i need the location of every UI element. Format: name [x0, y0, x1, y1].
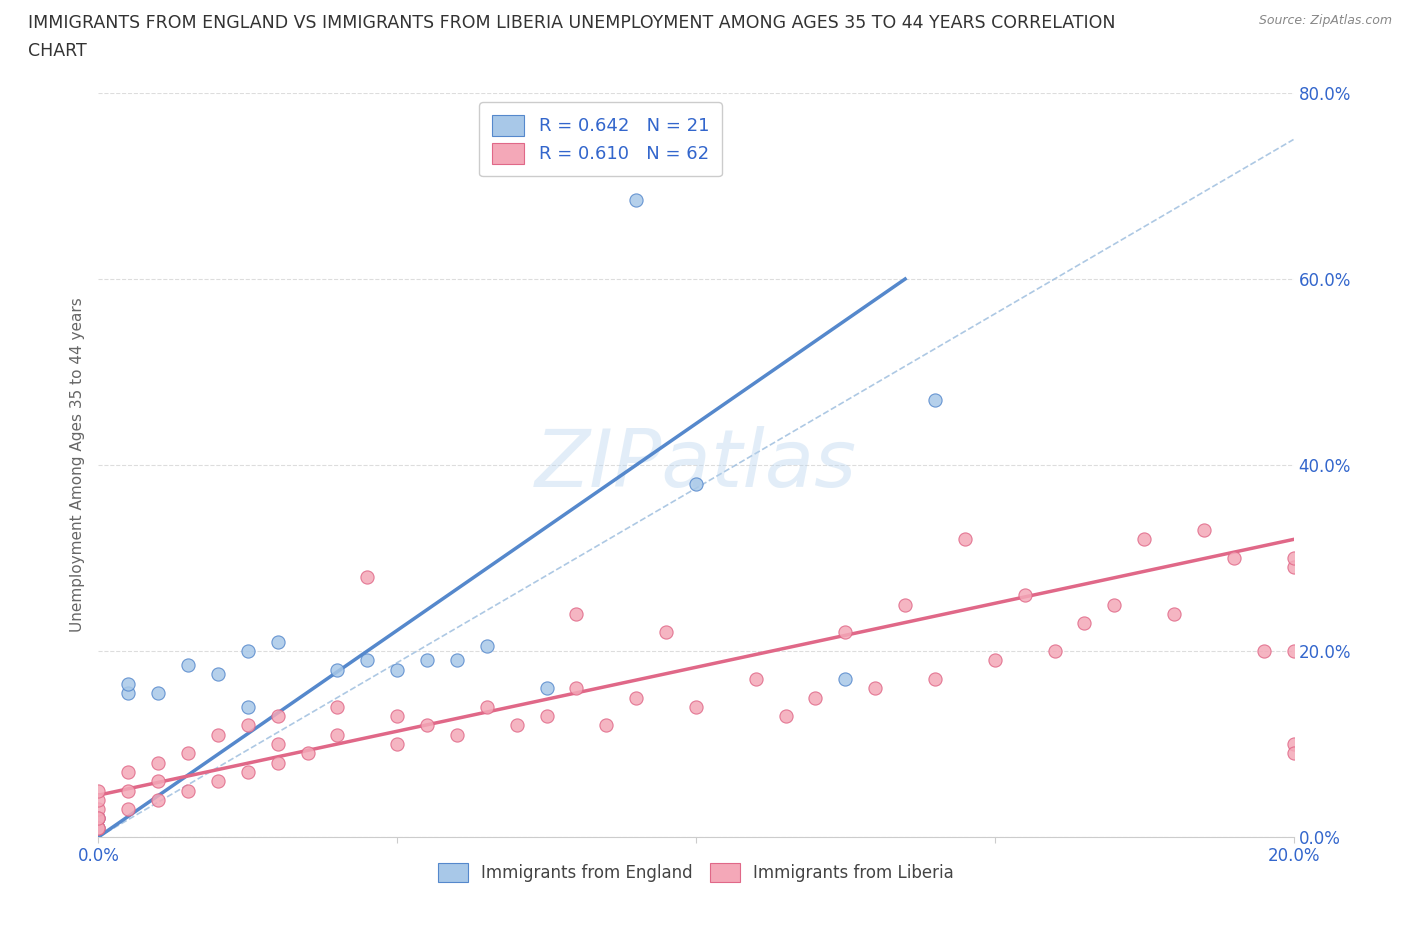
Point: [385, 662, 409, 677]
Point: [236, 718, 259, 733]
Point: [1282, 644, 1305, 658]
Point: [87, 802, 110, 817]
Point: [1253, 644, 1275, 658]
Point: [953, 532, 976, 547]
Point: [1282, 746, 1305, 761]
Point: [87, 792, 110, 807]
Point: [117, 764, 139, 779]
Point: [87, 820, 110, 835]
Point: [236, 644, 259, 658]
Point: [87, 811, 110, 826]
Point: [804, 690, 827, 705]
Point: [87, 820, 110, 835]
Point: [984, 653, 1007, 668]
Point: [207, 667, 229, 682]
Point: [87, 820, 110, 835]
Point: [326, 662, 349, 677]
Point: [1282, 551, 1305, 565]
Point: [177, 658, 200, 672]
Y-axis label: Unemployment Among Ages 35 to 44 years: Unemployment Among Ages 35 to 44 years: [69, 298, 84, 632]
Point: [117, 783, 139, 798]
Point: [177, 746, 200, 761]
Point: [416, 653, 439, 668]
Point: [1043, 644, 1066, 658]
Point: [1014, 588, 1036, 603]
Point: [356, 569, 378, 584]
Point: [626, 193, 648, 207]
Point: [236, 699, 259, 714]
Point: [385, 709, 409, 724]
Point: [267, 709, 290, 724]
Point: [117, 802, 139, 817]
Point: [87, 783, 110, 798]
Point: [207, 774, 229, 789]
Point: [924, 392, 946, 407]
Point: [117, 685, 139, 700]
Point: [834, 625, 856, 640]
Text: IMMIGRANTS FROM ENGLAND VS IMMIGRANTS FROM LIBERIA UNEMPLOYMENT AMONG AGES 35 TO: IMMIGRANTS FROM ENGLAND VS IMMIGRANTS FR…: [28, 14, 1115, 32]
Point: [416, 718, 439, 733]
Text: ZIPatlas: ZIPatlas: [534, 426, 858, 504]
Point: [446, 727, 468, 742]
Point: [924, 671, 946, 686]
Legend: Immigrants from England, Immigrants from Liberia: Immigrants from England, Immigrants from…: [427, 853, 965, 892]
Point: [148, 774, 170, 789]
Point: [685, 699, 707, 714]
Point: [148, 792, 170, 807]
Point: [1282, 560, 1305, 575]
Text: CHART: CHART: [28, 42, 87, 60]
Point: [1073, 616, 1095, 631]
Point: [685, 476, 707, 491]
Point: [536, 681, 558, 696]
Point: [87, 811, 110, 826]
Point: [595, 718, 617, 733]
Text: Source: ZipAtlas.com: Source: ZipAtlas.com: [1258, 14, 1392, 27]
Point: [148, 755, 170, 770]
Point: [1282, 737, 1305, 751]
Point: [1192, 523, 1215, 538]
Point: [385, 737, 409, 751]
Point: [745, 671, 768, 686]
Point: [894, 597, 917, 612]
Point: [148, 685, 170, 700]
Point: [267, 755, 290, 770]
Point: [475, 639, 498, 654]
Point: [565, 681, 588, 696]
Point: [1223, 551, 1246, 565]
Point: [565, 606, 588, 621]
Point: [834, 671, 856, 686]
Point: [626, 690, 648, 705]
Point: [117, 676, 139, 691]
Point: [446, 653, 468, 668]
Point: [207, 727, 229, 742]
Point: [267, 737, 290, 751]
Point: [267, 634, 290, 649]
Point: [475, 699, 498, 714]
Point: [506, 718, 529, 733]
Point: [326, 727, 349, 742]
Point: [1104, 597, 1126, 612]
Point: [536, 709, 558, 724]
Point: [775, 709, 797, 724]
Point: [356, 653, 378, 668]
Point: [1133, 532, 1156, 547]
Point: [326, 699, 349, 714]
Point: [1163, 606, 1185, 621]
Point: [297, 746, 319, 761]
Point: [177, 783, 200, 798]
Point: [236, 764, 259, 779]
Point: [87, 811, 110, 826]
Point: [655, 625, 678, 640]
Point: [865, 681, 887, 696]
